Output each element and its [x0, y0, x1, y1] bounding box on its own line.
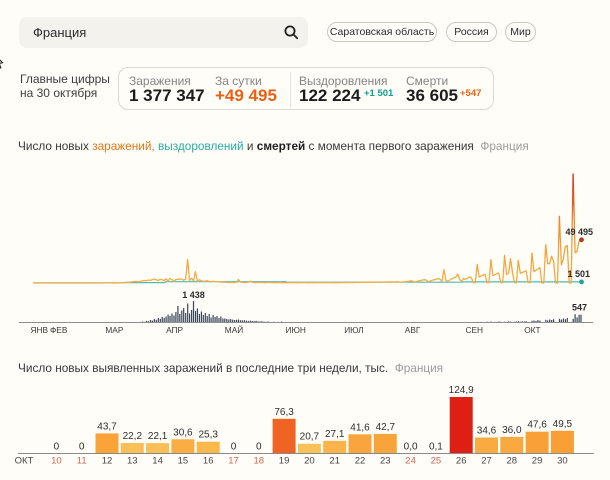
- svg-text:22,2: 22,2: [123, 431, 143, 442]
- svg-text:18: 18: [254, 456, 265, 467]
- svg-text:47,6: 47,6: [527, 420, 547, 431]
- svg-text:23: 23: [380, 456, 391, 467]
- svg-text:27: 27: [481, 456, 492, 467]
- svg-text:АПР: АПР: [166, 325, 183, 335]
- svg-text:24: 24: [405, 456, 416, 467]
- svg-text:41,6: 41,6: [350, 422, 370, 433]
- svg-text:ИЮЛ: ИЮЛ: [344, 325, 363, 335]
- svg-text:19: 19: [279, 456, 290, 467]
- svg-text:ФЕВ: ФЕВ: [50, 325, 68, 335]
- svg-text:0: 0: [54, 442, 60, 453]
- svg-text:0: 0: [256, 442, 262, 453]
- svg-text:36,0: 36,0: [502, 425, 522, 436]
- svg-text:22: 22: [355, 456, 366, 467]
- svg-text:13: 13: [127, 456, 138, 467]
- svg-text:11: 11: [77, 456, 87, 467]
- svg-text:12: 12: [102, 456, 113, 467]
- svg-text:124,9: 124,9: [449, 385, 474, 396]
- svg-text:1 501: 1 501: [567, 269, 590, 279]
- svg-text:СЕН: СЕН: [466, 325, 484, 335]
- svg-text:16: 16: [203, 456, 214, 467]
- svg-text:547: 547: [572, 303, 587, 313]
- svg-text:20,7: 20,7: [300, 432, 320, 443]
- svg-text:ИЮН: ИЮН: [286, 325, 306, 335]
- svg-text:27,1: 27,1: [325, 429, 345, 440]
- svg-text:17: 17: [228, 456, 239, 467]
- svg-text:25,3: 25,3: [198, 430, 218, 441]
- svg-text:20: 20: [304, 456, 315, 467]
- svg-text:30,6: 30,6: [173, 427, 193, 438]
- svg-text:0: 0: [79, 442, 85, 453]
- svg-text:25: 25: [431, 456, 442, 467]
- svg-text:0: 0: [231, 442, 237, 453]
- svg-text:МАР: МАР: [105, 325, 123, 335]
- svg-text:15: 15: [178, 456, 189, 467]
- svg-text:АВГ: АВГ: [405, 325, 421, 335]
- svg-text:ЯНВ: ЯНВ: [31, 325, 49, 335]
- svg-text:1 438: 1 438: [182, 290, 205, 300]
- svg-text:14: 14: [152, 456, 163, 467]
- svg-text:43,7: 43,7: [97, 421, 117, 432]
- svg-text:42,7: 42,7: [376, 422, 396, 433]
- svg-text:30: 30: [557, 456, 568, 467]
- svg-text:49,5: 49,5: [553, 419, 573, 430]
- svg-text:ОКТ: ОКТ: [15, 456, 34, 467]
- svg-text:28: 28: [507, 456, 518, 467]
- svg-text:ОКТ: ОКТ: [524, 325, 540, 335]
- svg-text:34,6: 34,6: [477, 426, 497, 437]
- svg-text:76,3: 76,3: [274, 407, 294, 418]
- svg-text:49 495: 49 495: [565, 227, 593, 237]
- svg-text:0,1: 0,1: [429, 442, 443, 453]
- svg-text:21: 21: [329, 456, 340, 467]
- svg-text:26: 26: [456, 456, 467, 467]
- svg-text:0,0: 0,0: [404, 442, 418, 453]
- svg-text:10: 10: [51, 456, 62, 467]
- svg-text:29: 29: [532, 456, 543, 467]
- svg-text:МАЙ: МАЙ: [225, 324, 243, 335]
- svg-text:22,1: 22,1: [148, 431, 168, 442]
